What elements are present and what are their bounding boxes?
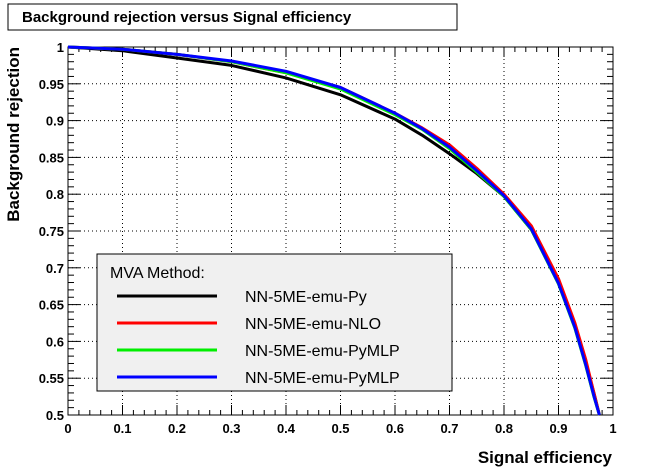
- y-tick-label: 0.75: [39, 224, 64, 239]
- x-tick-label: 0.5: [331, 421, 349, 436]
- legend-entry-label: NN-5ME-emu-PyMLP: [245, 370, 400, 387]
- y-tick-label: 0.5: [46, 408, 64, 423]
- x-tick-label: 1: [609, 421, 616, 436]
- legend-entry-label: NN-5ME-emu-PyMLP: [245, 343, 400, 360]
- x-tick-label: 0: [64, 421, 71, 436]
- x-axis-label: Signal efficiency: [478, 448, 613, 467]
- y-axis-label: Background rejection: [4, 47, 23, 222]
- y-tick-label: 1: [57, 40, 64, 55]
- legend-title: MVA Method:: [110, 265, 205, 282]
- y-tick-label: 0.55: [39, 371, 64, 386]
- chart-title: Background rejection versus Signal effic…: [22, 9, 352, 26]
- x-tick-label: 0.1: [113, 421, 131, 436]
- y-tick-label: 0.65: [39, 298, 64, 313]
- y-tick-label: 0.6: [46, 334, 64, 349]
- series-layer: [67, 45, 601, 416]
- legend-entry-label: NN-5ME-emu-Py: [245, 289, 367, 306]
- chart-title-box: [7, 3, 458, 31]
- y-tick-label: 0.85: [39, 150, 64, 165]
- x-tick-label: 0.4: [277, 421, 296, 436]
- y-tick-label: 0.7: [46, 261, 64, 276]
- y-tick-label: 0.95: [39, 77, 64, 92]
- x-tick-label: 0.2: [168, 421, 186, 436]
- x-tick-label: 0.7: [440, 421, 458, 436]
- y-tick-label: 0.9: [46, 114, 64, 129]
- series-line-3: [67, 45, 601, 416]
- legend: MVA Method: NN-5ME-emu-Py NN-5ME-emu-NLO N…: [96, 253, 453, 392]
- x-tick-label: 0.6: [386, 421, 404, 436]
- y-tick-label: 0.8: [46, 187, 64, 202]
- x-tick-label: 0.8: [495, 421, 513, 436]
- x-tick-label: 0.9: [549, 421, 567, 436]
- x-tick-label: 0.3: [222, 421, 240, 436]
- ticks-layer: 0 0.1 0.2 0.3 0.4 0.5 0.6 0.7 0.8 0.9 1 0.5 0.55 0.6 0…: [39, 40, 617, 436]
- legend-entry-label: NN-5ME-emu-NLO: [245, 316, 381, 333]
